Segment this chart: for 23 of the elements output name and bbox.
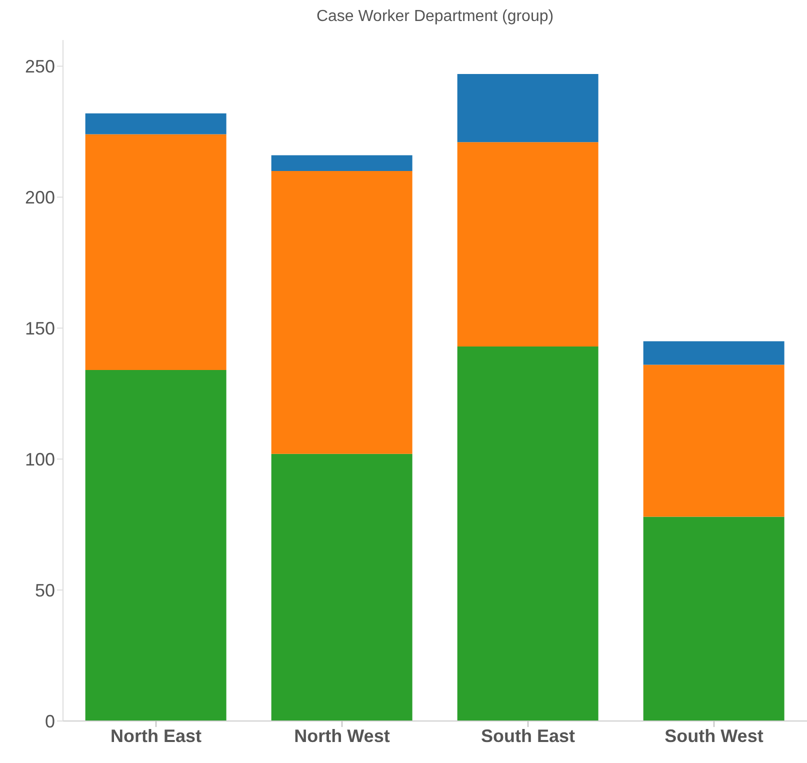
x-tick-label: South East <box>480 726 576 746</box>
y-tick-label: 250 <box>24 56 55 77</box>
bar <box>643 341 784 365</box>
x-tick-label: South West <box>664 726 764 746</box>
bar <box>85 113 226 134</box>
y-tick-label: 150 <box>24 318 55 339</box>
y-tick-label: 100 <box>24 449 55 470</box>
bar <box>271 454 412 721</box>
x-tick-label: North West <box>294 726 390 746</box>
x-tick-label: North East <box>110 726 202 746</box>
bar <box>271 170 412 454</box>
y-tick-label: 200 <box>24 188 55 208</box>
bar <box>457 346 598 721</box>
bar <box>85 134 226 370</box>
bar <box>457 74 598 142</box>
bar <box>457 142 598 346</box>
bar <box>643 516 784 721</box>
y-tick-label: 50 <box>34 580 55 600</box>
bar <box>643 364 784 517</box>
bar <box>85 370 226 721</box>
bar <box>271 155 412 171</box>
chart-title: Case Worker Department (group) <box>315 8 555 27</box>
y-tick-label: 0 <box>44 711 55 732</box>
